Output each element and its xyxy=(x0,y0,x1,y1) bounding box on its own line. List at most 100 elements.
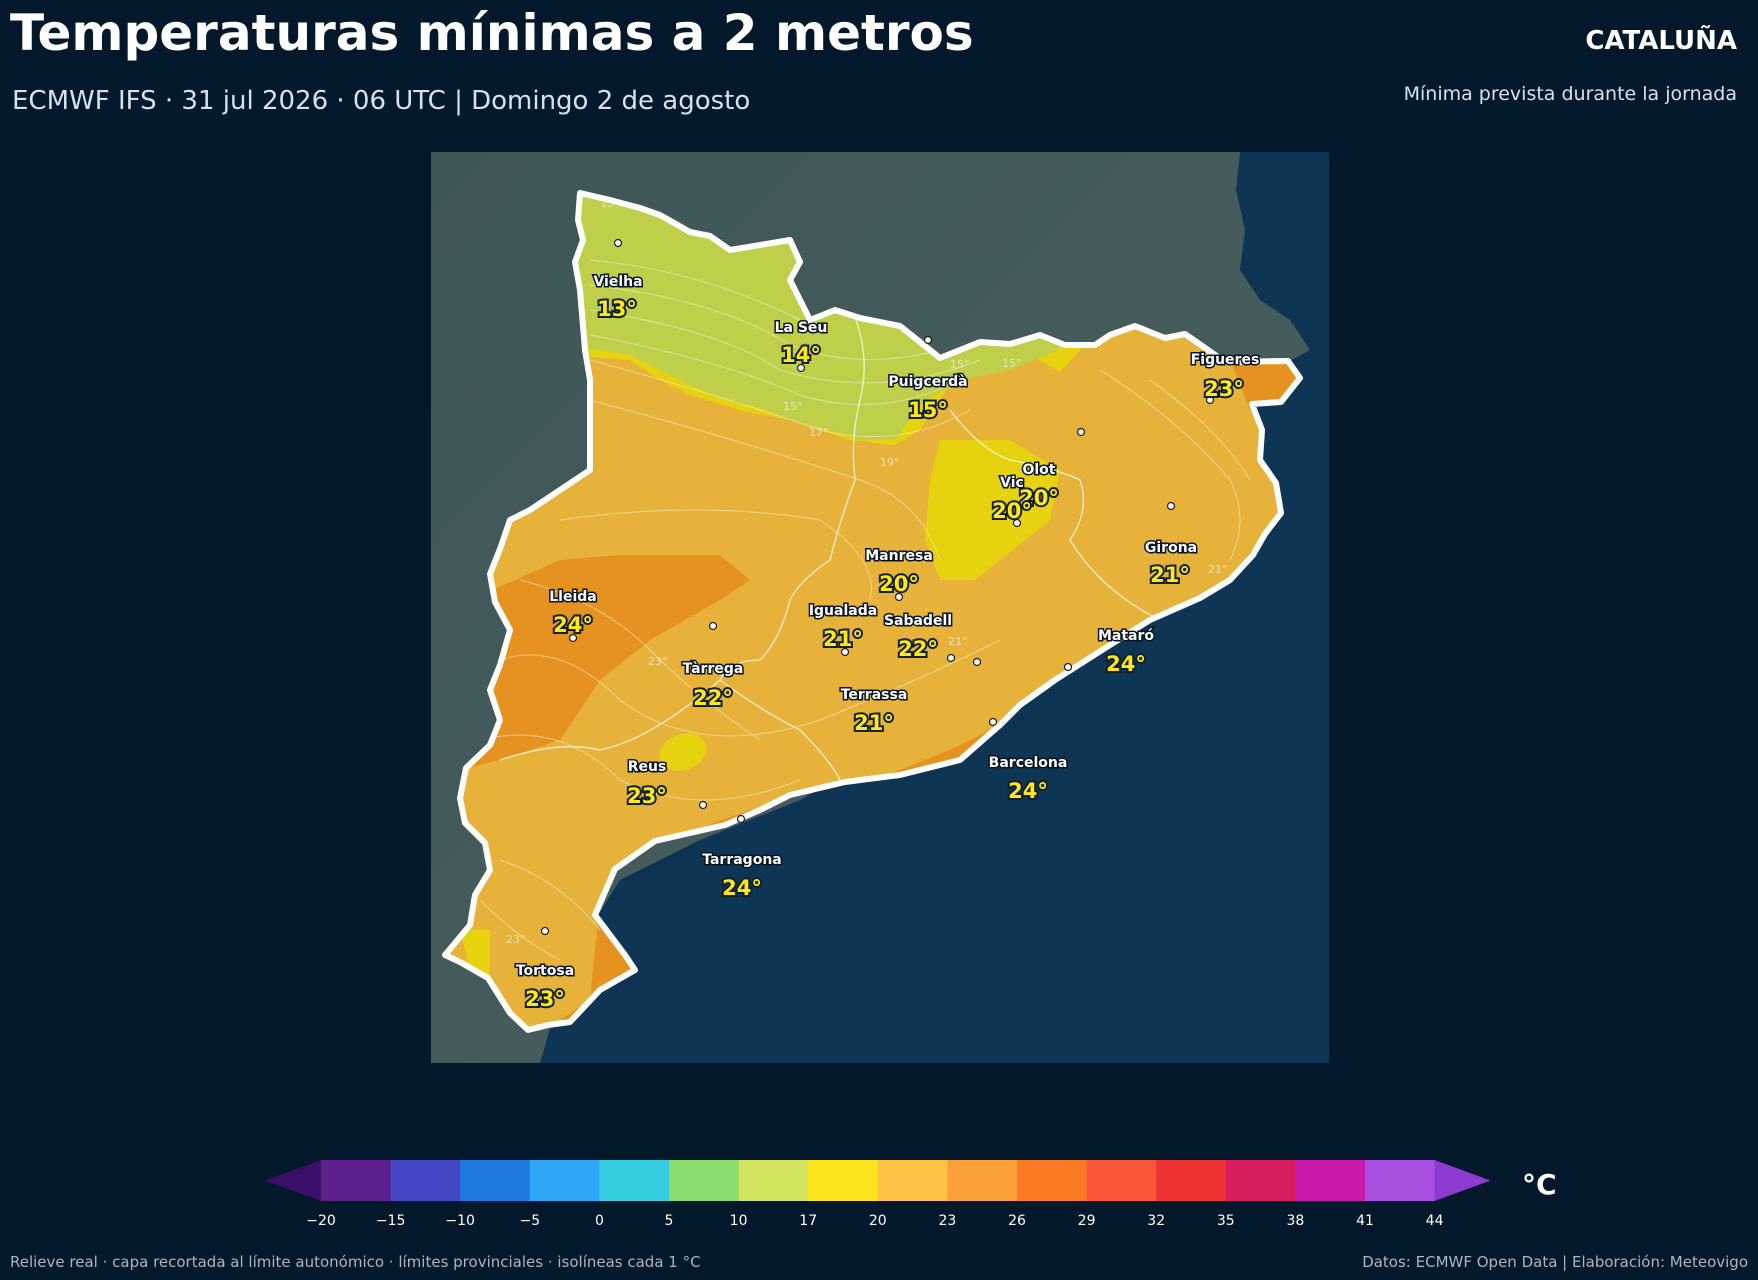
city-dot xyxy=(1063,662,1073,672)
city-temp: 21° xyxy=(1150,563,1190,587)
city-name: Figueres xyxy=(1191,352,1260,368)
city-name: Terrassa xyxy=(841,687,908,703)
city-puigcerd: Puigcerdà 15° xyxy=(887,335,969,424)
colorbar-tick: 32 xyxy=(1147,1213,1165,1229)
city-name: Mataró xyxy=(1098,628,1154,644)
city-temp: 13° xyxy=(597,297,637,321)
city-name: Puigcerdà xyxy=(888,374,967,390)
city-name: Sabadell xyxy=(884,613,952,629)
city-temp: 20° xyxy=(992,499,1032,523)
city-dot xyxy=(540,926,550,936)
colorbar-segment xyxy=(877,1160,948,1201)
city-temp: 23° xyxy=(1204,377,1244,401)
city-dot xyxy=(988,717,998,727)
city-name: Tàrrega xyxy=(683,661,744,677)
colorbar-segment xyxy=(947,1160,1018,1201)
city-sabadell: Sabadell 22° xyxy=(882,612,956,663)
city-name: La Seu xyxy=(775,320,828,336)
city-temp: 24° xyxy=(1106,652,1146,676)
city-labels: Vielha 13° La Seu 14° Puigcerdà 15° Figueres 23… xyxy=(514,238,1261,1013)
city-temp: 22° xyxy=(898,637,938,661)
isoline-label: 15° xyxy=(950,358,970,371)
city-matar: Mataró 24° xyxy=(1063,627,1156,678)
colorbar-segment xyxy=(738,1160,809,1201)
city-name: Vic xyxy=(1000,475,1024,491)
isoline-label: 15° xyxy=(1002,357,1022,370)
city-olot: Olot 20° xyxy=(1017,427,1086,512)
city-dot xyxy=(1166,501,1176,511)
city-laseu: La Seu 14° xyxy=(773,319,829,373)
city-dot xyxy=(698,800,708,810)
isoline-label: 21° xyxy=(1208,563,1228,576)
colorbar-segment xyxy=(390,1160,461,1201)
colorbar-tick: −15 xyxy=(376,1213,406,1229)
city-name: Tarragona xyxy=(702,852,782,868)
footer-left: Relieve real · capa recortada al límite … xyxy=(10,1253,701,1271)
page-subtitle: ECMWF IFS · 31 jul 2026 · 06 UTC | Domin… xyxy=(12,86,751,116)
colorbar-tick: 5 xyxy=(665,1213,674,1229)
isoline-label: 15° xyxy=(783,400,803,413)
city-tarragona: Tarragona 24° xyxy=(701,814,783,902)
city-dot xyxy=(1076,427,1086,437)
colorbar-tick: 23 xyxy=(938,1213,956,1229)
colorbar-segment xyxy=(1225,1160,1296,1201)
city-lleida: Lleida 24° xyxy=(548,588,598,643)
region-label: CATALUÑA xyxy=(1585,26,1737,56)
page-title: Temperaturas mínimas a 2 metros xyxy=(10,4,974,62)
colorbar-segment xyxy=(1295,1160,1366,1201)
isoline-label: 23° xyxy=(506,933,526,946)
city-reus: Reus 23° xyxy=(625,758,708,810)
colorbar-tick: 44 xyxy=(1426,1213,1444,1229)
city-dot xyxy=(796,363,806,373)
city-name: Igualada xyxy=(809,603,877,619)
city-dot xyxy=(568,633,578,643)
colorbar-tick: −20 xyxy=(306,1213,336,1229)
colorbar-segment xyxy=(321,1160,392,1201)
colorbar-tick: −5 xyxy=(519,1213,540,1229)
city-vic: Vic 20° xyxy=(990,474,1034,528)
colorbar-segment xyxy=(599,1160,670,1201)
colorbar-high-extend xyxy=(1434,1160,1491,1201)
city-name: Barcelona xyxy=(989,755,1068,771)
colorbar-tick: 38 xyxy=(1286,1213,1304,1229)
city-manresa: Manresa 20° xyxy=(864,547,934,602)
colorbar-tick: −10 xyxy=(445,1213,475,1229)
isoline-labels: 13° 15° 15° 17° 19° 21° 23° 21° 23° 15° xyxy=(506,197,1228,946)
colorbar-tick: 10 xyxy=(730,1213,748,1229)
city-figueres: Figueres 23° xyxy=(1189,351,1261,405)
isoline-label: 19° xyxy=(880,456,900,469)
city-name: Vielha xyxy=(593,274,642,290)
city-vielha: Vielha 13° xyxy=(592,238,644,323)
city-dot xyxy=(613,238,623,248)
city-dot xyxy=(1205,395,1215,405)
colorbar-segment xyxy=(808,1160,879,1201)
city-dot xyxy=(1012,518,1022,528)
colorbar-tick: 20 xyxy=(869,1213,887,1229)
city-dot xyxy=(894,592,904,602)
city-barcelona: Barcelona 24° xyxy=(972,657,1069,805)
city-name: Girona xyxy=(1145,540,1197,556)
city-trrega: Tàrrega 22° xyxy=(681,621,745,712)
colorbar-tick: 0 xyxy=(595,1213,604,1229)
city-dot xyxy=(840,647,850,657)
colorbar-tick: 26 xyxy=(1008,1213,1026,1229)
city-dot xyxy=(946,653,956,663)
city-name: Tortosa xyxy=(516,963,574,979)
city-girona: Girona 21° xyxy=(1143,501,1199,589)
city-name: Manresa xyxy=(865,548,933,564)
city-name: Olot xyxy=(1022,462,1055,478)
city-temp: 15° xyxy=(908,398,948,422)
city-temp: 21° xyxy=(854,711,894,735)
colorbar-segment xyxy=(460,1160,531,1201)
map-note: Mínima prevista durante la jornada xyxy=(1403,83,1737,105)
city-temp: 24° xyxy=(1008,779,1048,803)
isoline-label: 13° xyxy=(600,197,620,210)
city-temp: 22° xyxy=(693,686,733,710)
isoline-label: 23° xyxy=(648,655,668,668)
colorbar-tick: 41 xyxy=(1356,1213,1374,1229)
city-tortosa: Tortosa 23° xyxy=(514,926,576,1013)
city-temp: 20° xyxy=(879,572,919,596)
city-name: Reus xyxy=(628,759,667,775)
city-dot xyxy=(736,814,746,824)
